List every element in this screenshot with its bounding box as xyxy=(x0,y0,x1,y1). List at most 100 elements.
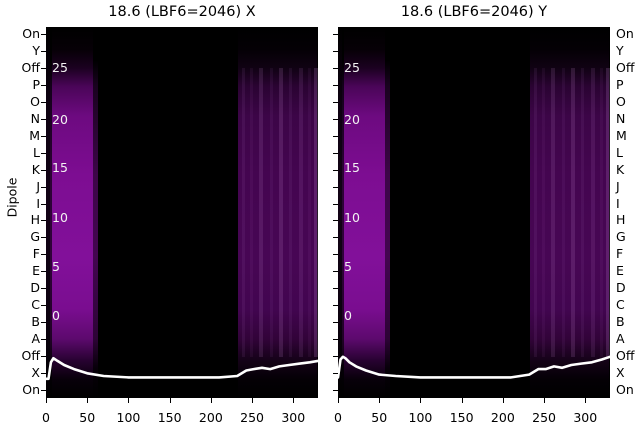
x-tick-mark xyxy=(461,398,463,403)
x-tick-label: 100 xyxy=(408,410,433,425)
right-category-label: G xyxy=(616,229,626,245)
field-stripe xyxy=(269,67,273,358)
y-tick-mark xyxy=(41,305,46,307)
field-stripe xyxy=(259,67,264,358)
right-category-label: J xyxy=(616,178,620,194)
right-category-label: N xyxy=(616,110,626,126)
left-category-label: O xyxy=(30,93,40,109)
x-tick-label: 150 xyxy=(449,410,474,425)
y-tick-mark xyxy=(41,288,46,290)
left-category-label: I xyxy=(36,195,40,211)
field-stripe xyxy=(278,67,284,358)
field-stripe xyxy=(298,67,303,358)
x-tick-label: 300 xyxy=(573,410,598,425)
field-edge-wash xyxy=(338,27,342,398)
x-tick-label: 250 xyxy=(532,410,556,425)
y-tick-mark xyxy=(333,356,338,358)
intensity-band-post xyxy=(93,27,98,398)
x-tick-mark xyxy=(338,398,339,403)
inner-ytick: 15 xyxy=(52,160,68,175)
right-category-label: F xyxy=(616,246,624,262)
intensity-band-pre xyxy=(49,27,54,398)
field-stripe xyxy=(590,67,595,358)
inner-ytick: 15 xyxy=(344,160,360,175)
left-category-label: E xyxy=(32,263,40,279)
y-tick-mark xyxy=(333,84,338,86)
left-category-label: G xyxy=(30,229,40,245)
x-tick-mark xyxy=(420,398,422,403)
inner-ytick: 5 xyxy=(52,259,60,274)
field-stripe xyxy=(314,67,318,358)
y-tick-mark xyxy=(333,169,338,171)
inner-ytick: 20 xyxy=(344,112,360,127)
right-category-label: X xyxy=(616,365,625,381)
x-tick-mark xyxy=(502,398,504,403)
y-tick-mark xyxy=(41,67,46,69)
y-tick-mark xyxy=(41,118,46,120)
heatmap-panel-left[interactable]: 25 20 15 10 5 0 xyxy=(46,27,318,398)
y-tick-mark xyxy=(41,84,46,86)
right-category-label: K xyxy=(616,161,625,177)
y-tick-mark xyxy=(333,373,338,375)
left-category-label: A xyxy=(31,331,40,347)
x-tick-mark xyxy=(252,398,254,403)
x-tick-label: 100 xyxy=(116,410,141,425)
x-tick-label: 200 xyxy=(490,410,515,425)
x-axis-right: 0 50 100 150 200 250 300 xyxy=(334,398,610,438)
inner-ytick: 0 xyxy=(52,308,60,323)
x-tick-mark xyxy=(379,398,381,403)
inner-ytick: 10 xyxy=(52,210,68,225)
y-tick-mark xyxy=(333,67,338,69)
x-tick-label: 0 xyxy=(42,410,50,425)
y-tick-mark xyxy=(41,220,46,222)
left-category-label: Off xyxy=(21,348,40,364)
x-tick-mark xyxy=(87,398,89,403)
intensity-band-main xyxy=(343,27,386,398)
left-category-label: F xyxy=(32,246,40,262)
trace-line-left xyxy=(46,356,318,381)
x-tick-mark xyxy=(169,398,171,403)
right-category-label: On xyxy=(616,26,634,41)
y-tick-mark xyxy=(41,237,46,239)
left-category-axis: On Y Off P O N M L K J I H G F E D C B A Off X On xyxy=(0,0,42,440)
y-tick-mark xyxy=(41,322,46,324)
left-category-label: X xyxy=(31,365,40,381)
y-tick-mark xyxy=(41,373,46,375)
y-tick-mark xyxy=(41,34,46,35)
x-tick-mark xyxy=(293,398,295,403)
trace-line-right xyxy=(338,355,610,379)
y-tick-mark xyxy=(333,288,338,290)
field-stripe xyxy=(241,67,246,358)
y-tick-mark xyxy=(333,339,338,341)
left-category-label: Y xyxy=(32,42,40,58)
left-category-label: N xyxy=(30,110,40,126)
intensity-band-pre xyxy=(341,27,346,398)
right-category-label: D xyxy=(616,280,626,296)
inner-ytick: 25 xyxy=(52,60,68,75)
left-category-label: On xyxy=(22,382,40,397)
panel-title-left: 18.6 (LBF6=2046) X xyxy=(108,4,256,20)
y-tick-mark xyxy=(333,135,338,137)
heatmap-panel-right[interactable]: 25 20 15 10 5 0 xyxy=(338,27,610,398)
y-tick-mark xyxy=(41,203,46,205)
x-tick-label: 50 xyxy=(79,410,96,425)
field-stripe xyxy=(600,67,604,358)
left-category-label: On xyxy=(22,26,40,41)
field-stripe xyxy=(551,67,556,358)
right-category-label: E xyxy=(616,263,624,279)
x-tick-mark xyxy=(585,398,587,403)
inner-ytick: 0 xyxy=(344,308,352,323)
field-stripe xyxy=(542,67,545,358)
y-tick-mark xyxy=(333,305,338,307)
x-tick-label: 250 xyxy=(240,410,264,425)
y-tick-mark xyxy=(41,101,46,103)
intensity-band-post xyxy=(385,27,390,398)
y-tick-mark xyxy=(333,101,338,103)
field-stripe xyxy=(533,67,538,358)
x-tick-mark xyxy=(544,398,546,403)
left-category-label: K xyxy=(31,161,40,177)
left-category-label: B xyxy=(31,314,40,330)
y-tick-mark xyxy=(333,390,338,391)
left-category-label: L xyxy=(33,144,40,160)
right-category-label: C xyxy=(616,297,625,313)
